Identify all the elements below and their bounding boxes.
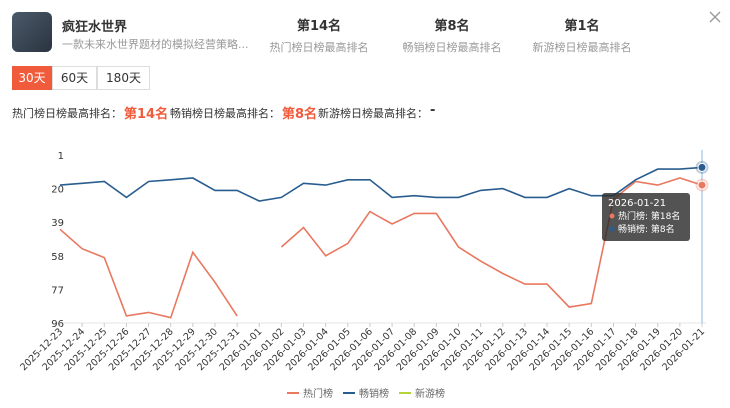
legend-label: 畅销榜 bbox=[359, 387, 389, 400]
y-tick-label: 20 bbox=[51, 185, 64, 196]
stat-value: 第8名 bbox=[434, 19, 470, 34]
series-line bbox=[59, 166, 703, 202]
stat-label: 热门榜日榜最高排名 bbox=[269, 41, 369, 54]
app-name: 疯狂水世界 bbox=[62, 20, 128, 35]
summary-label: 畅销榜日榜最高排名： bbox=[170, 107, 280, 120]
summary-value: 第14名 bbox=[124, 107, 169, 122]
series-line bbox=[59, 177, 703, 319]
tab[interactable]: 60天 bbox=[52, 66, 97, 90]
y-tick-label: 1 bbox=[58, 151, 64, 162]
legend-label: 新游榜 bbox=[415, 387, 445, 400]
hover-point bbox=[697, 180, 707, 190]
stat-label: 畅销榜日榜最高排名 bbox=[402, 41, 502, 54]
tooltip-swatch bbox=[609, 226, 615, 232]
tooltip-line: 热门榜: 第18名 bbox=[618, 210, 680, 222]
hover-point bbox=[697, 162, 707, 172]
app-icon bbox=[12, 12, 52, 52]
summary-label: 热门榜日榜最高排名： bbox=[12, 107, 122, 120]
stat-value: 第1名 bbox=[564, 19, 600, 34]
tooltip-title: 2026-01-21 bbox=[608, 198, 666, 209]
summary-value: 第8名 bbox=[282, 107, 318, 122]
y-tick-label: 58 bbox=[51, 252, 64, 263]
tab[interactable]: 30天 bbox=[12, 66, 52, 90]
summary-value: - bbox=[430, 103, 436, 118]
y-tick-label: 39 bbox=[51, 218, 64, 229]
legend-label: 热门榜 bbox=[303, 387, 333, 400]
tooltip-box bbox=[602, 193, 690, 241]
app-description: 一款未来水世界题材的模拟经营策略... bbox=[62, 38, 249, 51]
stat-label: 新游榜日榜最高排名 bbox=[532, 41, 632, 54]
stat-value: 第14名 bbox=[296, 19, 342, 34]
y-tick-label: 96 bbox=[51, 319, 64, 330]
y-tick-label: 77 bbox=[51, 285, 64, 296]
tab[interactable]: 180天 bbox=[97, 66, 150, 90]
tooltip-line: 畅销榜: 第8名 bbox=[618, 223, 675, 235]
close-button[interactable] bbox=[708, 10, 722, 24]
summary-label: 新游榜日榜最高排名： bbox=[318, 107, 428, 120]
tooltip-swatch bbox=[609, 213, 615, 219]
